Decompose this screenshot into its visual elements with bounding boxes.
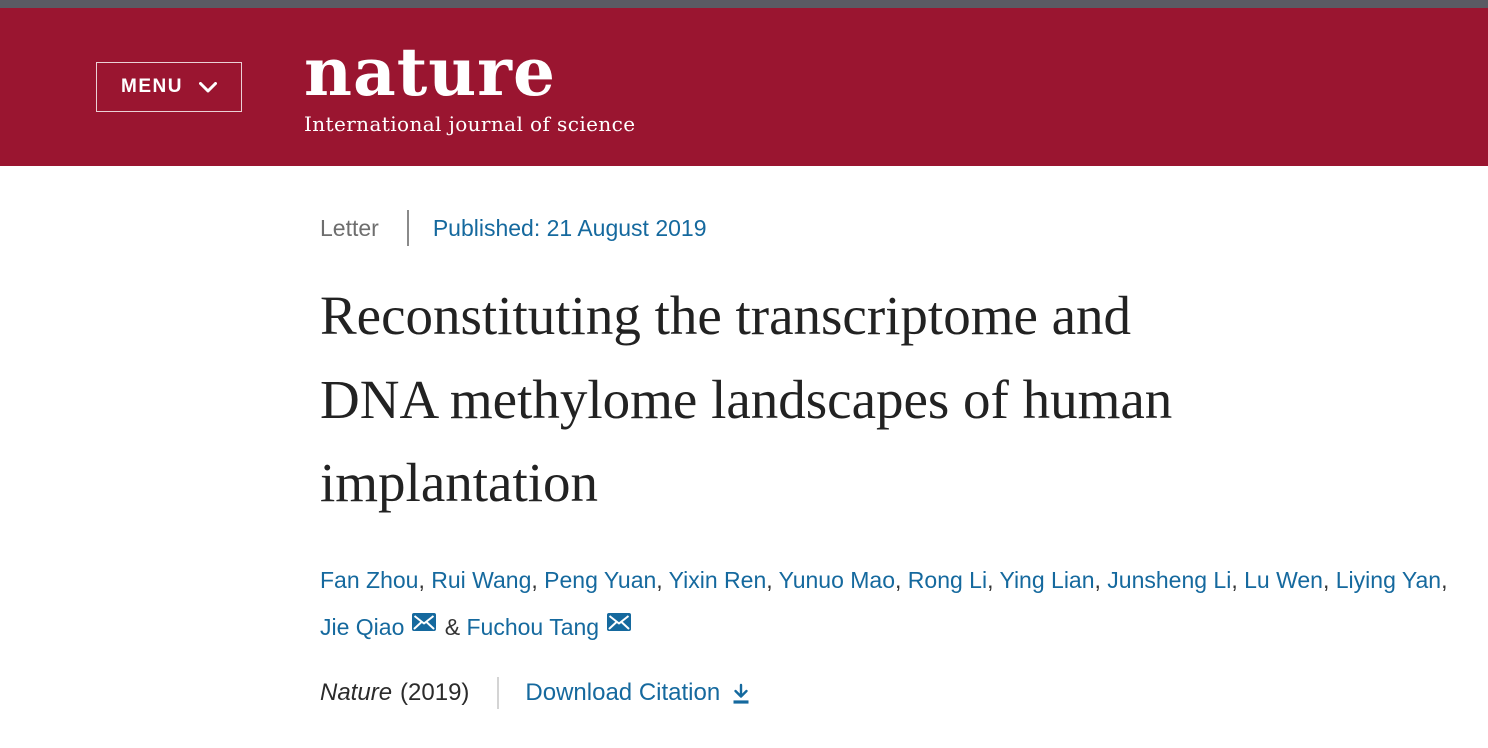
email-icon[interactable]	[412, 612, 437, 631]
author-separator: ,	[531, 566, 545, 593]
citation-divider	[497, 677, 500, 710]
menu-button[interactable]: MENU	[96, 62, 242, 112]
title-line: Reconstituting the transcriptome and	[320, 285, 1132, 346]
author-link[interactable]: Fuchou Tang	[466, 613, 600, 640]
published-date: Published: 21 August 2019	[432, 214, 707, 241]
title-line: DNA methylome landscapes of human	[320, 368, 1173, 430]
author-separator: ,	[1231, 566, 1245, 593]
menu-button-label: MENU	[121, 76, 183, 97]
site-header: MENU nature International journal of sci…	[0, 8, 1488, 166]
author-separator: ,	[766, 566, 779, 593]
author-separator: ,	[656, 566, 669, 593]
author-link[interactable]: Jie Qiao	[320, 613, 405, 640]
citation-row: Nature (2019) Download Citation	[320, 677, 1450, 710]
author-separator: ,	[1441, 566, 1448, 593]
download-citation-link[interactable]: Download Citation	[525, 679, 752, 707]
chevron-down-icon	[198, 81, 217, 93]
title-line: implantation	[320, 452, 599, 514]
article-header: Letter Published: 21 August 2019 Reconst…	[320, 210, 1450, 710]
author-separator: ,	[987, 566, 1000, 593]
nature-tagline: International journal of science	[303, 111, 636, 136]
download-citation-label: Download Citation	[525, 679, 721, 707]
nature-logo[interactable]: nature International journal of science	[303, 33, 636, 136]
author-separator: &	[438, 613, 467, 640]
author-link[interactable]: Junsheng Li	[1107, 566, 1232, 593]
author-link[interactable]: Rong Li	[907, 566, 988, 593]
author-link[interactable]: Liying Yan	[1335, 566, 1442, 593]
author-separator: ,	[1094, 566, 1108, 593]
meta-divider	[406, 210, 409, 246]
author-link[interactable]: Ying Lian	[999, 566, 1095, 593]
journal-year: (2019)	[400, 679, 470, 707]
journal-name: Nature	[320, 679, 393, 707]
author-link[interactable]: Rui Wang	[431, 566, 532, 593]
author-separator: ,	[418, 566, 432, 593]
author-separator: ,	[895, 566, 908, 593]
article-type-label: Letter	[320, 214, 379, 241]
author-link[interactable]: Yixin Ren	[668, 566, 767, 593]
nature-logo-text: nature	[303, 33, 556, 112]
email-icon[interactable]	[607, 612, 632, 631]
article-title: Reconstituting the transcriptome and DNA…	[320, 274, 1450, 525]
author-link[interactable]: Peng Yuan	[544, 566, 657, 593]
download-icon	[730, 681, 752, 705]
author-link[interactable]: Fan Zhou	[320, 566, 419, 593]
author-list: Fan Zhou, Rui Wang, Peng Yuan, Yixin Ren…	[320, 557, 1450, 651]
author-link[interactable]: Lu Wen	[1244, 566, 1323, 593]
top-strip	[0, 0, 1488, 8]
article-meta-row: Letter Published: 21 August 2019	[320, 210, 1450, 246]
author-link[interactable]: Yunuo Mao	[778, 566, 896, 593]
author-separator: ,	[1322, 566, 1336, 593]
